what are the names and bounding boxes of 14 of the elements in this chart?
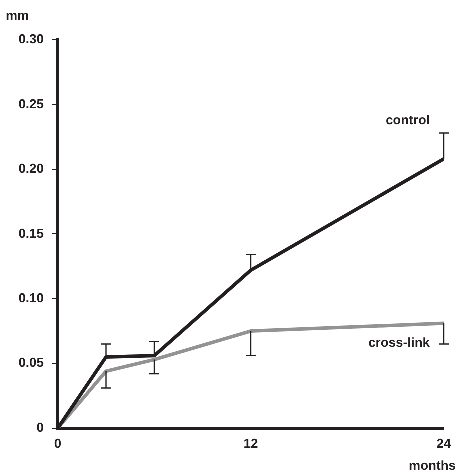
y-tick-label: 0 [36,420,44,435]
y-tick-label: 0.20 [18,161,44,176]
x-tick-label: 12 [244,436,258,451]
y-tick-label: 0.15 [18,226,44,241]
y-tick-label: 0.30 [18,32,44,47]
x-axis-title: months [409,458,456,473]
text: control [386,112,430,128]
y-tick-label: 0.05 [18,355,44,370]
y-tick-label: 0.10 [18,290,44,306]
series-label: cross-link [368,335,431,350]
y-axis-title: mm [6,8,30,23]
x-tick-label: 0 [54,436,62,451]
y-tick-label: 0.25 [18,96,44,112]
x-tick-label: 24 [436,436,452,451]
